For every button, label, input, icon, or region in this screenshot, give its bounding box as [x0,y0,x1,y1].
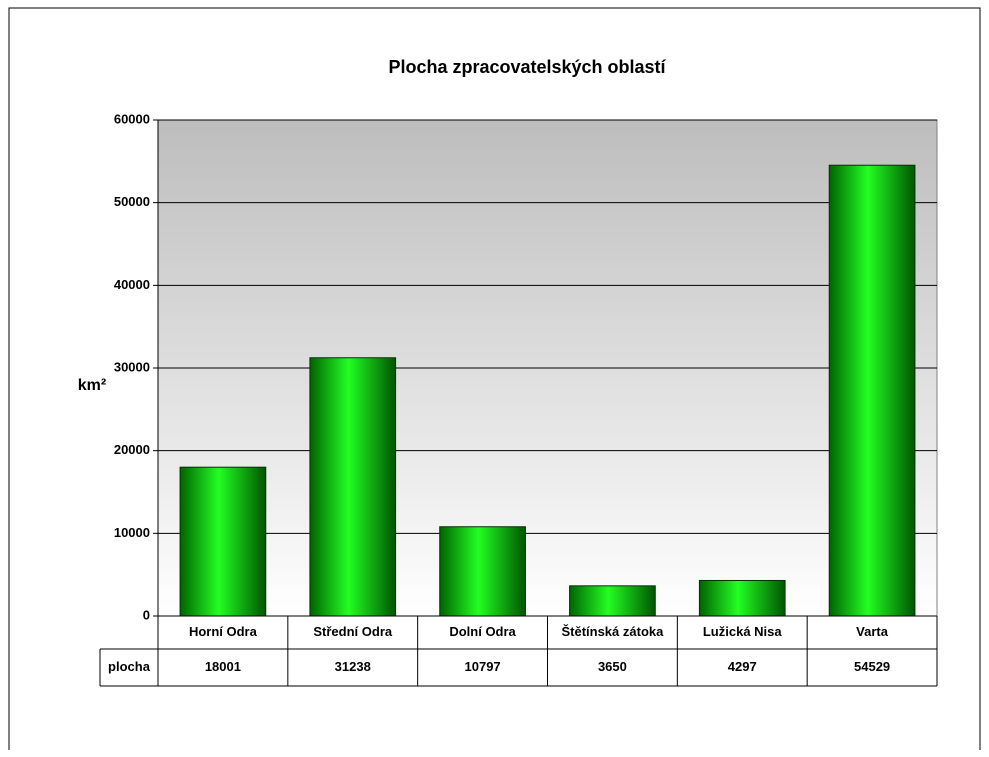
y-tick-label: 10000 [114,525,150,540]
table-value: 31238 [335,659,371,674]
y-tick-label: 50000 [114,194,150,209]
x-tick-label: Dolní Odra [449,624,516,639]
y-tick-label: 40000 [114,277,150,292]
bar [569,585,656,617]
bar [698,579,786,617]
bar [828,164,916,617]
y-axis-label: km² [78,377,106,394]
bar [439,526,526,617]
x-tick-label: Střední Odra [313,624,393,639]
table-value: 3650 [598,659,627,674]
x-tick-label: Štětínská zátoka [561,624,664,639]
y-tick-label: 30000 [114,359,150,374]
y-tick-label: 60000 [114,111,150,126]
y-tick-label: 20000 [114,442,150,457]
legend-label: plocha [108,659,151,674]
table-value: 4297 [728,659,757,674]
x-tick-label: Lužická Nisa [703,624,783,639]
bar [179,466,267,617]
bar [309,357,397,617]
chart-title: Plocha zpracovatelských oblastí [388,57,666,77]
frame [8,7,981,750]
y-tick-label: 0 [143,607,150,622]
x-tick-label: Varta [856,624,889,639]
table-value: 18001 [205,659,241,674]
x-tick-label: Horní Odra [189,624,258,639]
table-value: 54529 [854,659,890,674]
table-value: 10797 [465,659,501,674]
